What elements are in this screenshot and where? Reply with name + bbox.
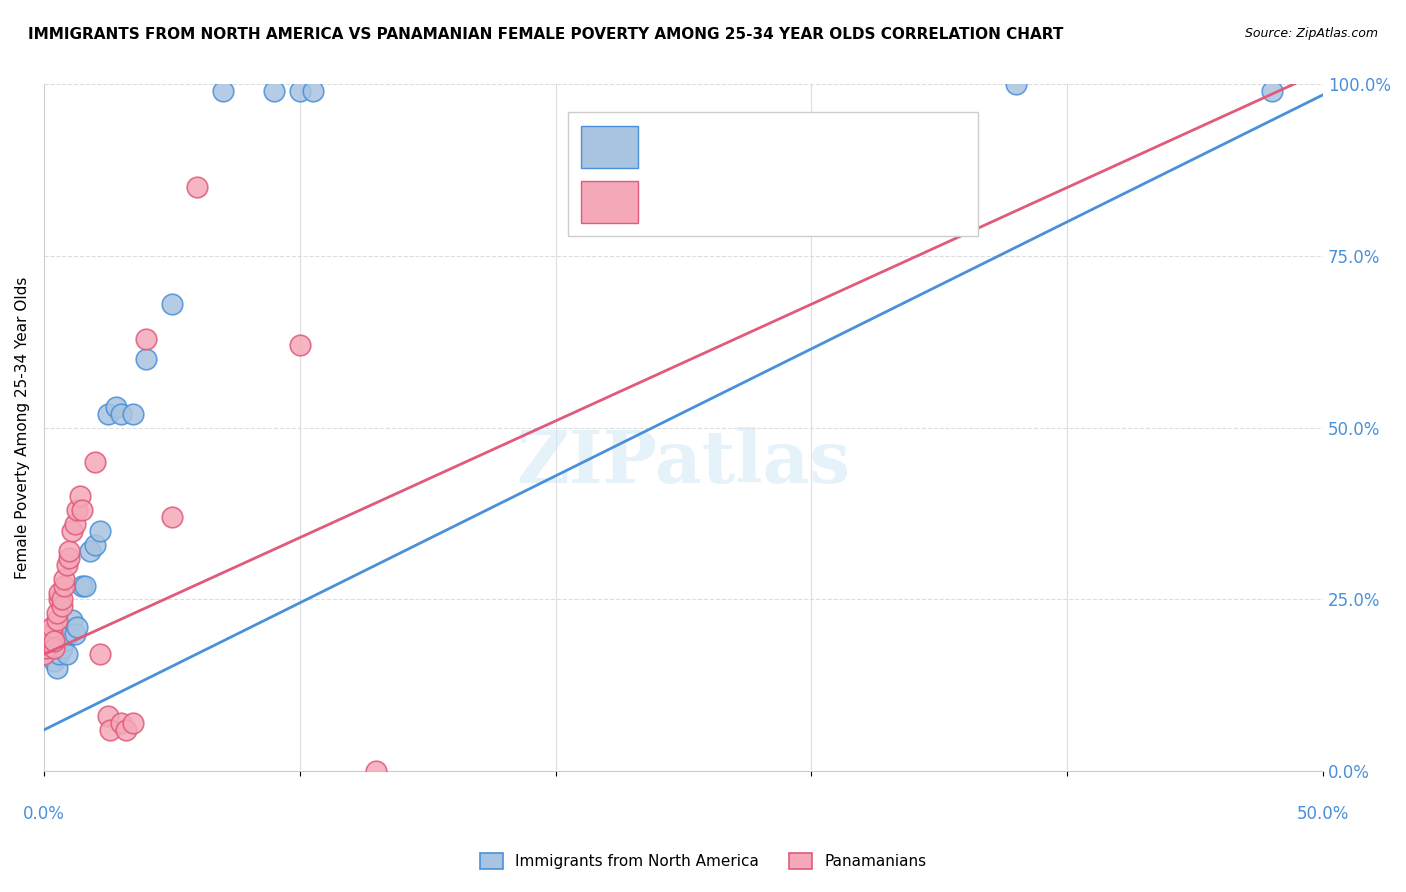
Point — [41, 627, 63, 641]
Point — [42, 633, 65, 648]
Point — [366, 764, 388, 779]
Point — [48, 585, 70, 599]
Point — [60, 524, 83, 538]
Point — [1261, 84, 1284, 98]
Point — [45, 661, 67, 675]
Point — [51, 640, 73, 655]
Point — [56, 648, 79, 662]
Point — [1005, 78, 1028, 92]
Point — [110, 716, 132, 731]
Point — [32, 648, 55, 662]
Point — [212, 84, 235, 98]
Point — [58, 551, 80, 566]
Point — [69, 490, 91, 504]
Text: 50.0%: 50.0% — [1296, 805, 1350, 823]
Point — [38, 627, 60, 641]
Point — [38, 640, 60, 655]
Text: Source: ZipAtlas.com: Source: ZipAtlas.com — [1244, 27, 1378, 40]
Point — [263, 84, 285, 98]
Point — [53, 633, 76, 648]
Point — [100, 723, 122, 737]
Point — [73, 579, 96, 593]
Point — [97, 407, 120, 421]
Point — [84, 537, 107, 551]
Point — [66, 620, 89, 634]
Point — [114, 723, 136, 737]
Point — [97, 709, 120, 723]
Point — [72, 579, 94, 593]
Point — [48, 648, 70, 662]
Legend: Immigrants from North America, Panamanians: Immigrants from North America, Panamania… — [474, 847, 932, 875]
Point — [84, 455, 107, 469]
Point — [51, 592, 73, 607]
Point — [58, 627, 80, 641]
Point — [48, 592, 70, 607]
Point — [72, 503, 94, 517]
Point — [160, 297, 183, 311]
Point — [42, 640, 65, 655]
Point — [160, 510, 183, 524]
Point — [41, 620, 63, 634]
Point — [63, 627, 86, 641]
Point — [42, 654, 65, 668]
Point — [135, 332, 157, 346]
Y-axis label: Female Poverty Among 25-34 Year Olds: Female Poverty Among 25-34 Year Olds — [15, 277, 30, 579]
Point — [122, 407, 145, 421]
Point — [60, 613, 83, 627]
Point — [122, 716, 145, 731]
Point — [51, 599, 73, 614]
Point — [45, 613, 67, 627]
Point — [53, 579, 76, 593]
Point — [79, 544, 101, 558]
Point — [35, 640, 58, 655]
Point — [186, 180, 208, 194]
Point — [66, 503, 89, 517]
Point — [89, 524, 111, 538]
Point — [288, 338, 311, 352]
Text: IMMIGRANTS FROM NORTH AMERICA VS PANAMANIAN FEMALE POVERTY AMONG 25-34 YEAR OLDS: IMMIGRANTS FROM NORTH AMERICA VS PANAMAN… — [28, 27, 1063, 42]
Point — [135, 352, 157, 367]
Point — [45, 606, 67, 620]
Point — [301, 84, 323, 98]
Point — [104, 400, 127, 414]
Point — [38, 633, 60, 648]
Point — [89, 648, 111, 662]
Point — [288, 84, 311, 98]
Point — [53, 572, 76, 586]
Point — [110, 407, 132, 421]
Point — [58, 544, 80, 558]
Text: 0.0%: 0.0% — [22, 805, 65, 823]
Point — [56, 558, 79, 573]
Point — [63, 516, 86, 531]
Text: ZIPatlas: ZIPatlas — [516, 426, 851, 498]
